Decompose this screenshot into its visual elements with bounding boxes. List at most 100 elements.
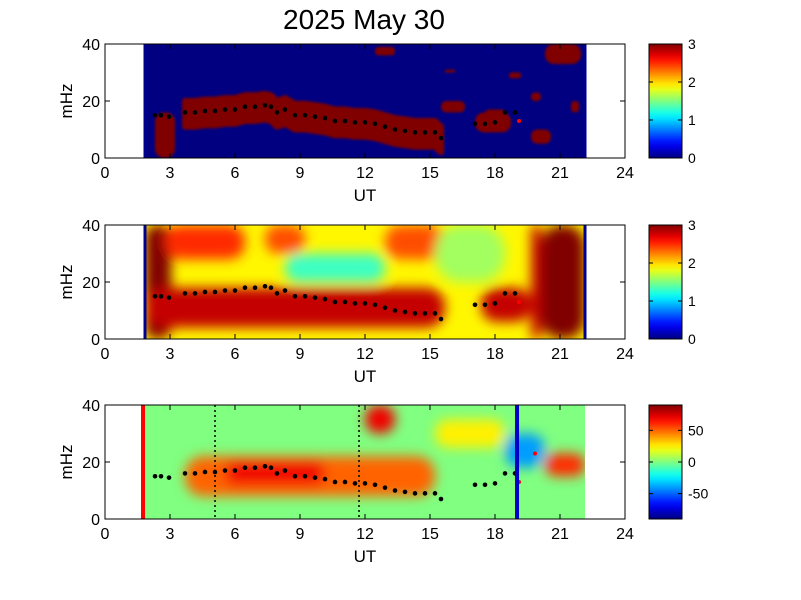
ridge-point (402, 128, 408, 134)
x-tick-label: 24 (616, 346, 634, 363)
ridge-point (362, 481, 368, 486)
ridge-point (192, 110, 198, 115)
ridge-point (252, 285, 258, 291)
heatmap-blob (541, 225, 585, 339)
y-tick-label: 20 (82, 455, 100, 472)
ridge-point (342, 299, 348, 305)
heatmap-blob (435, 419, 505, 448)
heatmap-blob (571, 101, 579, 113)
colorbar-tick-label: 0 (688, 150, 696, 166)
x-tick-label: 3 (166, 165, 175, 182)
ridge-point (332, 479, 338, 485)
colorbar-tick-label: 1 (688, 293, 696, 309)
ridge-point (242, 465, 248, 471)
heatmap-blob (145, 287, 445, 328)
ridge-point (502, 291, 508, 296)
ridge-point (492, 481, 498, 486)
ridge-point (262, 283, 268, 289)
ridge-point (342, 118, 348, 124)
colorbar-tick-label: 3 (688, 36, 696, 52)
ridge-point (502, 110, 508, 115)
ridge-points (152, 102, 518, 141)
ridge-point (352, 481, 358, 486)
ridge-point (492, 301, 498, 306)
x-tick-label: 15 (421, 346, 439, 363)
ridge-point (302, 112, 308, 118)
ridge-point (322, 476, 328, 482)
ridge-point (322, 115, 328, 121)
heatmap-blob (545, 453, 585, 477)
ridge-point (222, 468, 228, 473)
x-tick-label: 21 (551, 165, 569, 182)
x-tick-label: 9 (296, 346, 305, 363)
ridge-point (432, 130, 438, 135)
y-tick-label: 40 (82, 398, 100, 415)
y-tick-label: 0 (91, 512, 100, 529)
colorbar-tick-label: 1 (688, 112, 696, 128)
panel-3: 0 3 6 9 12 15 18 21 24 0 20 40 UT mHz -50 0 50 (57, 398, 708, 566)
ridge-point (182, 471, 188, 476)
y-axis-label: mHz (57, 445, 76, 480)
ridge-point (268, 104, 274, 109)
heatmap-blob (165, 225, 245, 260)
ridge-points (152, 283, 518, 322)
ridge-point (322, 296, 328, 302)
x-tick-label: 24 (616, 165, 634, 182)
ridge-point (412, 491, 418, 496)
ridge-point (292, 112, 298, 118)
ridge-point (392, 127, 398, 132)
y-tick-label: 0 (91, 332, 100, 349)
x-tick-label: 3 (166, 526, 175, 543)
colorbar: 0 1 2 3 (648, 36, 696, 166)
heatmap-blob (182, 90, 444, 156)
ridge-point (158, 293, 164, 299)
colorbar-gradient (648, 404, 683, 520)
ridge-point (412, 130, 418, 135)
heatmap-blob (481, 287, 531, 322)
ridge-point (422, 491, 428, 496)
colorbar-tick-label: 2 (688, 255, 696, 271)
ridge-point (232, 468, 238, 473)
ridge-point (332, 299, 338, 305)
ridge-point (202, 469, 208, 475)
heatmap-area (145, 225, 585, 339)
ridge-point (262, 102, 268, 108)
y-axis-label: mHz (57, 84, 76, 119)
colorbar-gradient (648, 224, 683, 340)
ridge-point (274, 471, 280, 476)
ridge-point (166, 295, 172, 300)
ridge-point (372, 302, 378, 308)
x-tick-label: 12 (356, 526, 374, 543)
x-tick-label: 6 (231, 346, 240, 363)
ridge-point (362, 120, 368, 125)
ridge-point (438, 135, 444, 141)
colorbar-tick-label: 0 (688, 331, 696, 347)
ridge-point (262, 463, 268, 469)
ridge-point (152, 473, 158, 479)
ridge-point (282, 468, 288, 473)
x-tick-label: 21 (551, 526, 569, 543)
ridge-point (292, 473, 298, 479)
stray-point (517, 118, 521, 123)
y-axis-label: mHz (57, 265, 76, 300)
colorbar: -50 0 50 (648, 404, 708, 520)
ridge-point (242, 285, 248, 291)
ridge-point (432, 491, 438, 496)
x-axis-label: UT (354, 547, 377, 566)
ridge-point (166, 114, 172, 119)
y-tick-label: 20 (82, 94, 100, 111)
ridge-point (252, 465, 258, 471)
x-tick-label: 15 (421, 165, 439, 182)
ridge-point (482, 482, 488, 488)
ridge-point (422, 311, 428, 316)
ridge-point (382, 305, 388, 310)
x-tick-label: 12 (356, 165, 374, 182)
heatmap-blob (485, 109, 505, 119)
heatmap-blob (545, 44, 581, 64)
heatmap-blob (509, 72, 521, 79)
ridge-point (482, 302, 488, 308)
ridge-point (182, 291, 188, 296)
ridge-point (492, 120, 498, 125)
ridge-point (382, 124, 388, 129)
